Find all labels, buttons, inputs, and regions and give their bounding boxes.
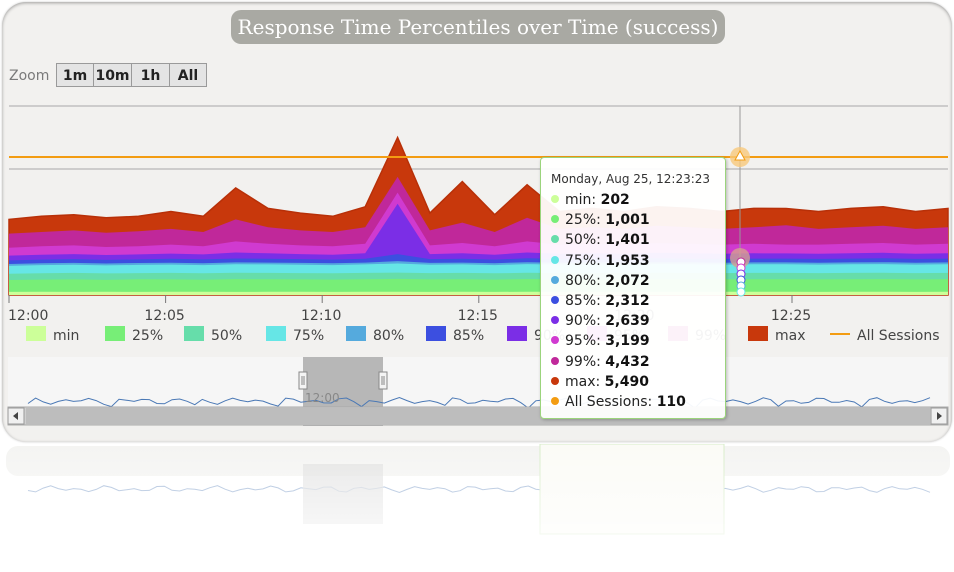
tooltip-dot [551,397,559,405]
legend-swatch [26,326,46,341]
reflection-fade [0,444,954,572]
x-tick-label: 12:05 [144,308,184,324]
legend-label: All Sessions [857,328,940,344]
legend-swatch [748,326,768,341]
tooltip-dot [551,195,559,203]
legend-label: 75% [293,328,324,344]
zoom-label: Zoom [9,68,50,84]
tooltip-row: 90%: 2,639 [551,313,650,329]
x-tick-label: 12:25 [771,308,811,324]
tooltip-dot [551,356,559,365]
legend-swatch [507,326,527,341]
legend-swatch [105,326,125,341]
triangle-marker-icon [734,149,746,161]
tooltip-row: 85%: 2,312 [551,293,650,309]
navigator-bg [8,357,948,407]
scrollbar-thumb [26,408,930,424]
zoom-all-button[interactable]: All [169,63,207,87]
tooltip-label: min: [565,192,601,208]
tooltip-dot [551,336,559,345]
tooltip-value: 1,401 [605,232,650,249]
tooltip-row: 25%: 1,001 [551,212,650,228]
tooltip-dot [551,296,559,304]
scroll-right-icon [937,412,942,420]
legend-label: min [53,328,79,344]
tooltip-dot [551,275,559,284]
tooltip-row: 50%: 1,401 [551,232,650,248]
tooltip-dot [551,215,559,224]
legend-swatch [266,326,286,341]
legend-label: 85% [453,328,484,344]
series-areas [8,135,949,296]
series-area-min [9,291,948,295]
tooltip-label: 90%: [565,313,606,330]
tooltip-label: 25%: [565,212,606,229]
hover-markers [730,106,750,297]
tooltip-label: 75%: [565,252,606,269]
tooltip-row: 99%: 4,432 [551,354,650,370]
tooltip-row: 95%: 3,199 [551,333,650,349]
tooltip-date: Monday, Aug 25, 12:23:23 [551,172,711,186]
legend-swatch [346,326,366,341]
navigator[interactable]: 12:00 [7,357,949,426]
tooltip-value: 5,490 [604,373,649,390]
tooltip-row: 80%: 2,072 [551,273,650,289]
chart-title: Response Time Percentiles over Time (suc… [231,10,725,44]
tooltip-label: 80%: [565,272,606,289]
tooltip-value: 1,953 [605,252,650,269]
legend-label: 50% [211,328,242,344]
tooltip-value: 4,432 [605,353,650,370]
navigator-series [27,396,931,409]
tooltip-label: 99%: [565,353,606,370]
tooltip-dot [551,255,559,264]
tooltip-value: 202 [600,192,630,208]
reflection [0,444,954,572]
tooltip-dot [551,316,559,325]
tooltip-value: 1,001 [605,212,650,229]
tooltip-label: 50%: [565,232,606,249]
tooltip-row: All Sessions: 110 [551,394,686,410]
x-tick-label: 12:00 [8,308,48,324]
tooltip-label: All Sessions: [565,394,657,410]
tooltip-label: max: [565,373,605,390]
x-tick-label: 12:15 [458,308,498,324]
tooltip-value: 110 [656,394,686,410]
tooltip-dot [551,235,559,244]
zoom-1m-button[interactable]: 1m [56,63,94,87]
legend-label: max [775,328,806,344]
legend-swatch [184,326,204,341]
tooltip-label: 85%: [565,293,606,309]
legend-swatch [426,326,446,341]
tooltip-value: 3,199 [605,333,650,350]
legend-label: 80% [373,328,404,344]
tooltip-value: 2,072 [605,272,650,289]
x-tick-label: 12:10 [301,308,341,324]
navigator-tick-label: 12:00 [305,391,340,405]
tooltip-value: 2,312 [605,293,650,309]
tooltip-label: 95%: [565,333,606,350]
hover-marker [736,287,746,297]
tooltip-value: 2,639 [605,313,650,330]
tooltip-row: min: 202 [551,192,630,208]
tooltip: Monday, Aug 25, 12:23:23 min: 202 25%: 1,… [540,157,726,419]
tooltip-row: max: 5,490 [551,374,649,390]
legend-label: 25% [132,328,163,344]
scroll-left-icon [13,412,18,420]
tooltip-row: 75%: 1,953 [551,253,650,269]
navigator-handle [298,371,308,390]
tooltip-dot [551,376,559,385]
navigator-handle [378,371,388,390]
